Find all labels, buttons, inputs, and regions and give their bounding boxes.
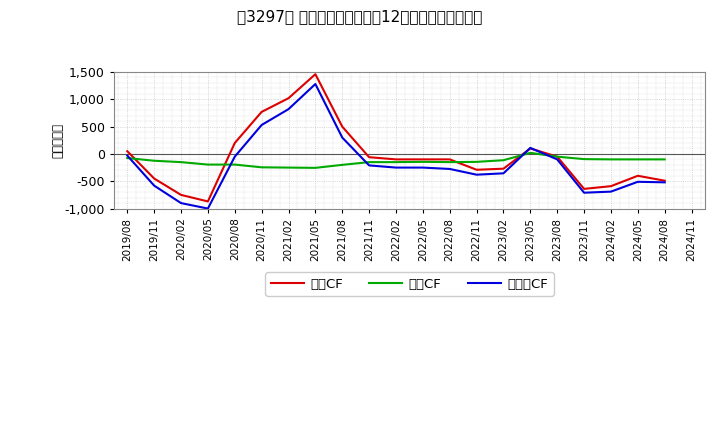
投資CF: [204, 162, 212, 167]
営業CF: [499, 166, 508, 171]
投資CF: [607, 157, 616, 162]
フリーCF: [580, 190, 588, 195]
投資CF: [580, 157, 588, 162]
フリーCF: [150, 183, 158, 188]
営業CF: [580, 186, 588, 191]
営業CF: [418, 157, 427, 162]
投資CF: [284, 165, 293, 170]
フリーCF: [311, 81, 320, 87]
投資CF: [230, 162, 239, 167]
フリーCF: [418, 165, 427, 170]
投資CF: [150, 158, 158, 163]
投資CF: [660, 157, 669, 162]
営業CF: [150, 176, 158, 181]
フリーCF: [607, 189, 616, 194]
営業CF: [526, 146, 535, 151]
営業CF: [553, 154, 562, 159]
投資CF: [123, 155, 132, 161]
フリーCF: [472, 172, 481, 177]
投資CF: [365, 159, 374, 165]
フリーCF: [499, 171, 508, 176]
投資CF: [418, 159, 427, 165]
フリーCF: [660, 180, 669, 185]
営業CF: [284, 95, 293, 101]
営業CF: [392, 157, 400, 162]
フリーCF: [257, 122, 266, 128]
営業CF: [176, 192, 185, 198]
フリーCF: [553, 157, 562, 162]
Line: 営業CF: 営業CF: [127, 74, 665, 202]
Text: ［3297］ キャッシュフローの12か月移動合計の推移: ［3297］ キャッシュフローの12か月移動合計の推移: [238, 9, 482, 24]
Y-axis label: （百万円）: （百万円）: [51, 123, 64, 158]
Line: フリーCF: フリーCF: [127, 84, 665, 209]
営業CF: [204, 199, 212, 204]
投資CF: [634, 157, 642, 162]
営業CF: [257, 109, 266, 114]
フリーCF: [446, 166, 454, 172]
フリーCF: [338, 135, 346, 140]
投資CF: [499, 158, 508, 163]
営業CF: [338, 124, 346, 129]
フリーCF: [230, 154, 239, 159]
フリーCF: [365, 163, 374, 168]
営業CF: [311, 72, 320, 77]
フリーCF: [123, 153, 132, 158]
投資CF: [472, 159, 481, 165]
投資CF: [446, 159, 454, 165]
営業CF: [660, 178, 669, 183]
投資CF: [311, 165, 320, 170]
投資CF: [176, 159, 185, 165]
フリーCF: [526, 145, 535, 150]
営業CF: [634, 173, 642, 178]
投資CF: [526, 150, 535, 155]
営業CF: [365, 154, 374, 160]
フリーCF: [204, 206, 212, 211]
投資CF: [392, 159, 400, 165]
営業CF: [472, 167, 481, 172]
投資CF: [257, 165, 266, 170]
Line: 投資CF: 投資CF: [127, 153, 665, 168]
営業CF: [230, 140, 239, 146]
フリーCF: [176, 201, 185, 206]
フリーCF: [392, 165, 400, 170]
フリーCF: [284, 106, 293, 112]
Legend: 営業CF, 投資CF, フリーCF: 営業CF, 投資CF, フリーCF: [265, 272, 554, 296]
営業CF: [123, 149, 132, 154]
フリーCF: [634, 179, 642, 184]
営業CF: [607, 183, 616, 189]
営業CF: [446, 157, 454, 162]
投資CF: [338, 162, 346, 168]
投資CF: [553, 154, 562, 159]
